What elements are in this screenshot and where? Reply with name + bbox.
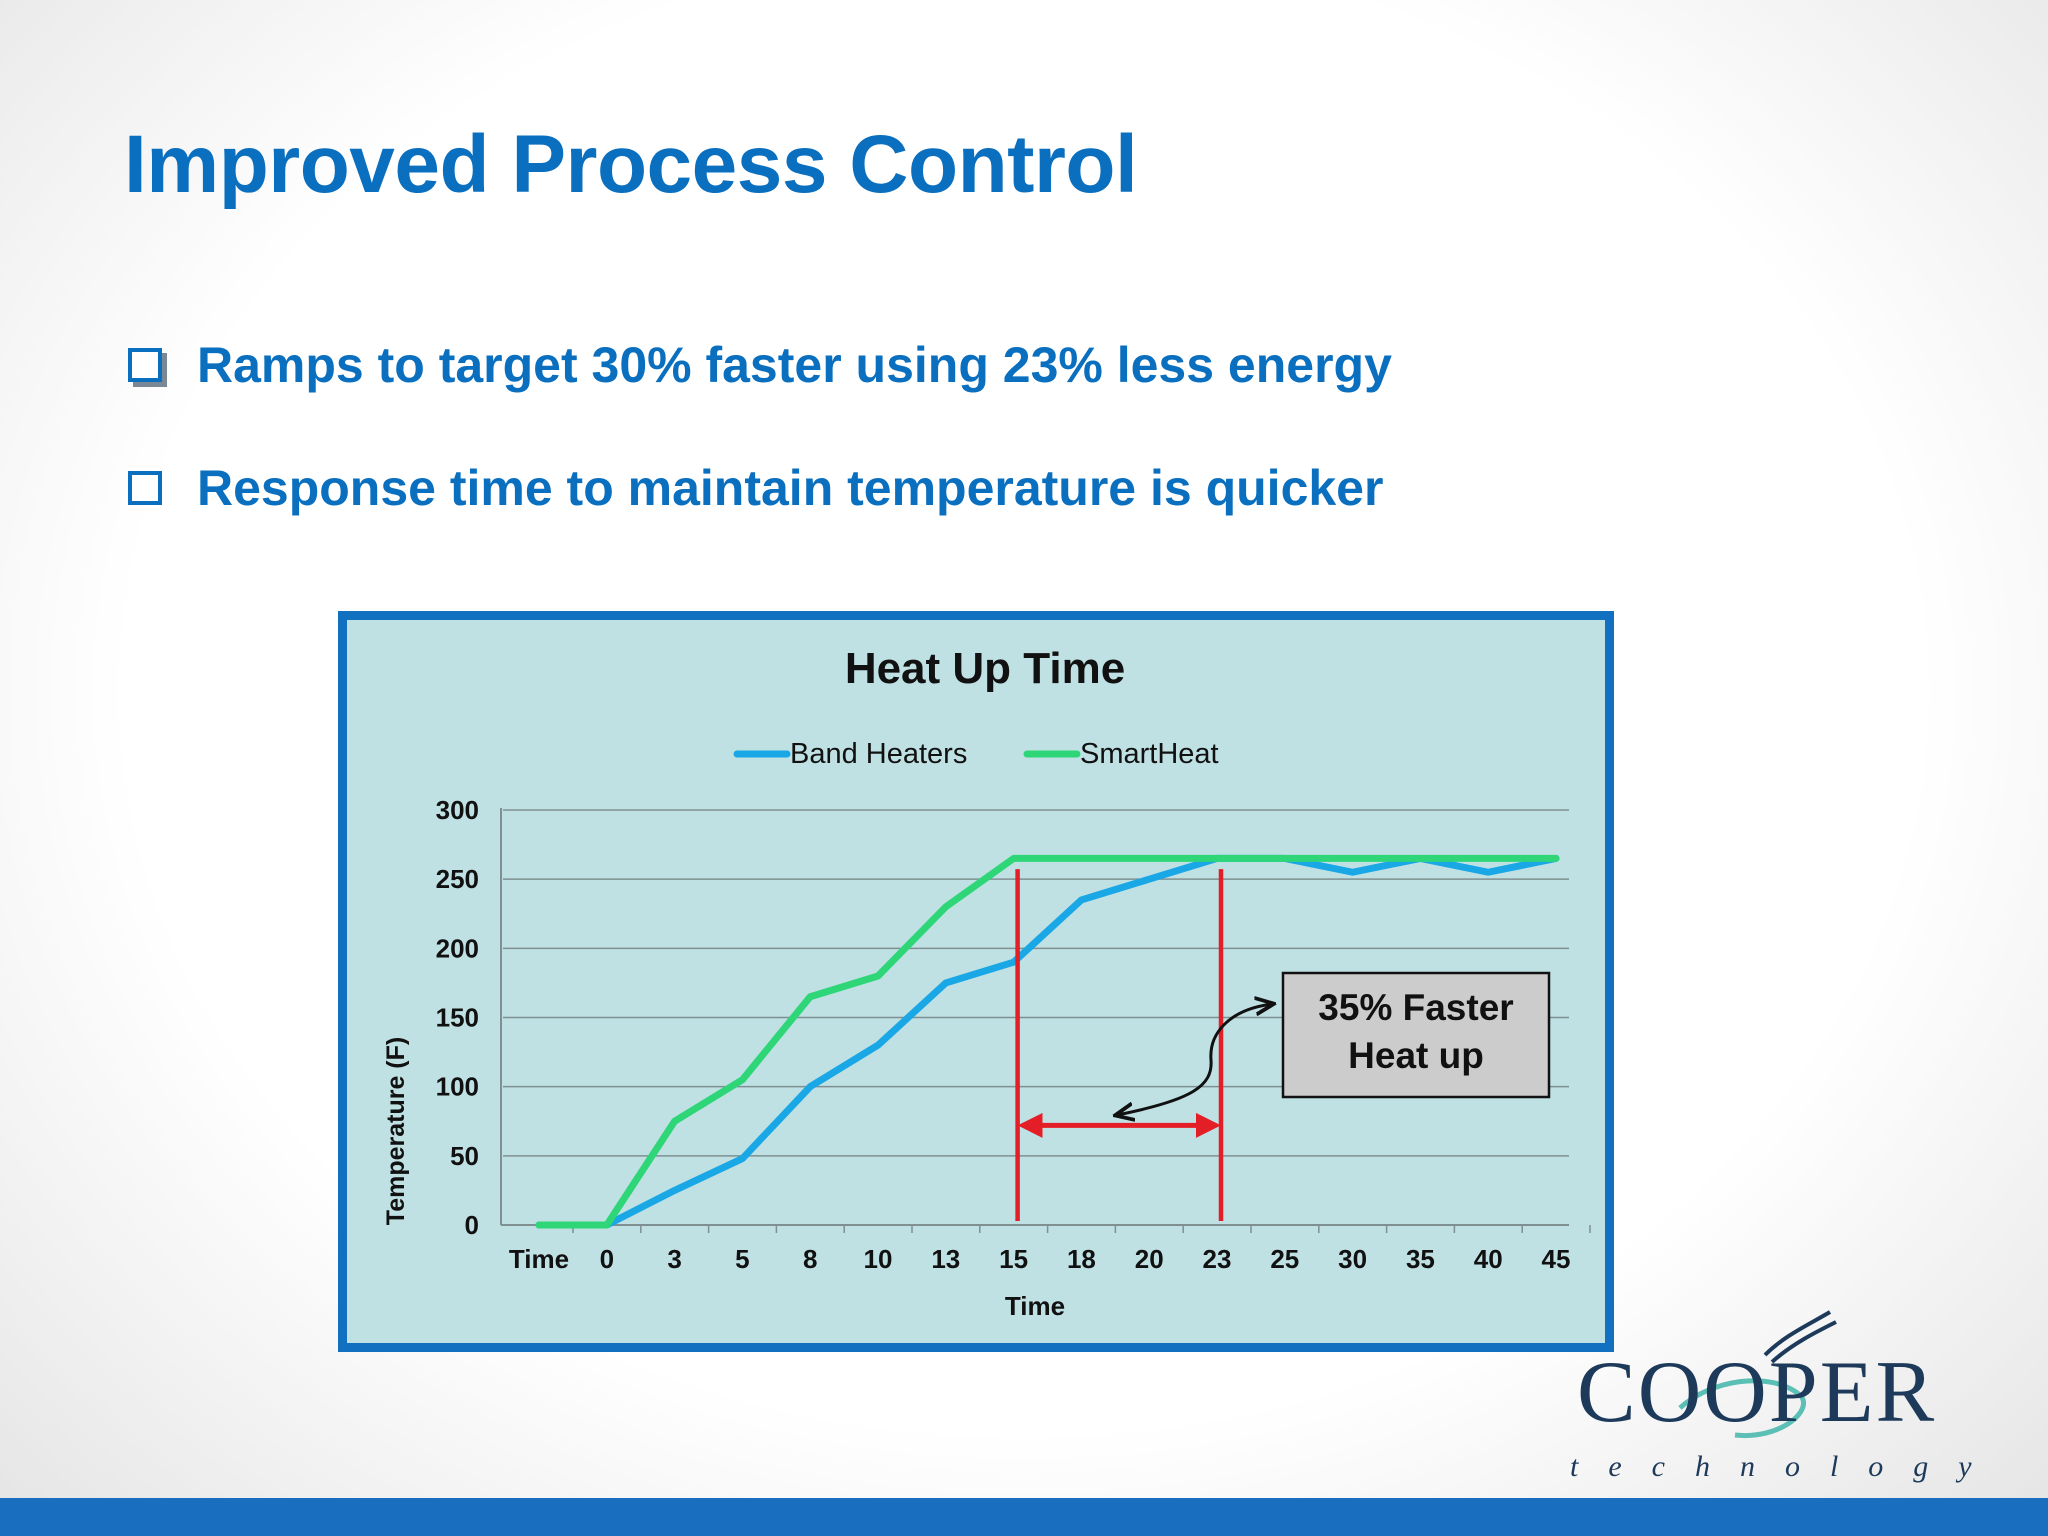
x-tick-label: 0: [600, 1244, 614, 1274]
annotation-rect: [1281, 971, 1551, 1099]
x-tick-label: 15: [999, 1244, 1028, 1274]
annotation-arrow-icon: [1117, 1004, 1272, 1115]
x-tick-label: 20: [1135, 1244, 1164, 1274]
x-tick-label: 35: [1406, 1244, 1435, 1274]
legend-label-smartheat: SmartHeat: [1080, 738, 1219, 770]
x-axis-label: Time: [1005, 1291, 1065, 1321]
x-tick-label: 25: [1270, 1244, 1299, 1274]
annotation-line-1: 35% Faster: [1318, 987, 1513, 1028]
series-line-smartheat: [535, 854, 1560, 1229]
x-tick-label: 8: [803, 1244, 817, 1274]
bullet-text: Ramps to target 30% faster using 23% les…: [197, 337, 1392, 393]
checkbox-bullet-icon: [128, 471, 162, 505]
x-tick-label: 23: [1203, 1244, 1232, 1274]
y-tick-label: 0: [465, 1210, 479, 1240]
x-tick-label: 40: [1474, 1244, 1503, 1274]
x-tick-label: 10: [864, 1244, 893, 1274]
bullet-text: Response time to maintain temperature is…: [197, 460, 1384, 516]
y-axis-label: Temperature (F): [382, 1037, 410, 1225]
y-tick-label: 250: [436, 864, 479, 894]
footer-bar: [0, 1498, 2048, 1536]
logo-wordmark: COOPER: [1577, 1344, 1937, 1441]
chart-panel: Heat Up Time Band Heaters SmartHeat Temp…: [338, 611, 1614, 1352]
slide-title: Improved Process Control: [124, 119, 1138, 210]
x-tick-label: 13: [931, 1244, 960, 1274]
x-tick-label: 30: [1338, 1244, 1367, 1274]
x-tick-label: 5: [735, 1244, 749, 1274]
annotation-line-2: Heat up: [1348, 1035, 1484, 1076]
chart-title: Heat Up Time: [845, 644, 1125, 693]
bullet-item: Response time to maintain temperature is…: [128, 458, 1383, 518]
checkbox-bullet-icon: [128, 348, 162, 382]
y-tick-label: 150: [436, 1003, 479, 1033]
y-tick-label: 50: [450, 1141, 479, 1171]
heat-up-time-chart: Heat Up Time Band Heaters SmartHeat Temp…: [382, 644, 1591, 1321]
x-tick-label: 18: [1067, 1244, 1096, 1274]
y-tick-label: 200: [436, 933, 479, 963]
y-tick-label: 300: [436, 795, 479, 825]
x-tick-label: Time: [509, 1244, 569, 1274]
annotation-box: 35% Faster Heat up: [1281, 971, 1551, 1099]
cooper-technology-logo: COOPER technology: [1560, 1300, 1980, 1490]
x-tick-label: 3: [667, 1244, 681, 1274]
bullet-item: Ramps to target 30% faster using 23% les…: [128, 335, 1392, 395]
legend-label-band-heaters: Band Heaters: [790, 738, 967, 770]
y-tick-label: 100: [436, 1072, 479, 1102]
legend: Band Heaters SmartHeat: [733, 738, 1219, 770]
logo-swoosh-icon: [1678, 1310, 1837, 1439]
logo-tagline: technology: [1570, 1450, 2002, 1483]
series-line-band-heaters: [535, 854, 1560, 1229]
x-tick-label: 45: [1542, 1244, 1571, 1274]
